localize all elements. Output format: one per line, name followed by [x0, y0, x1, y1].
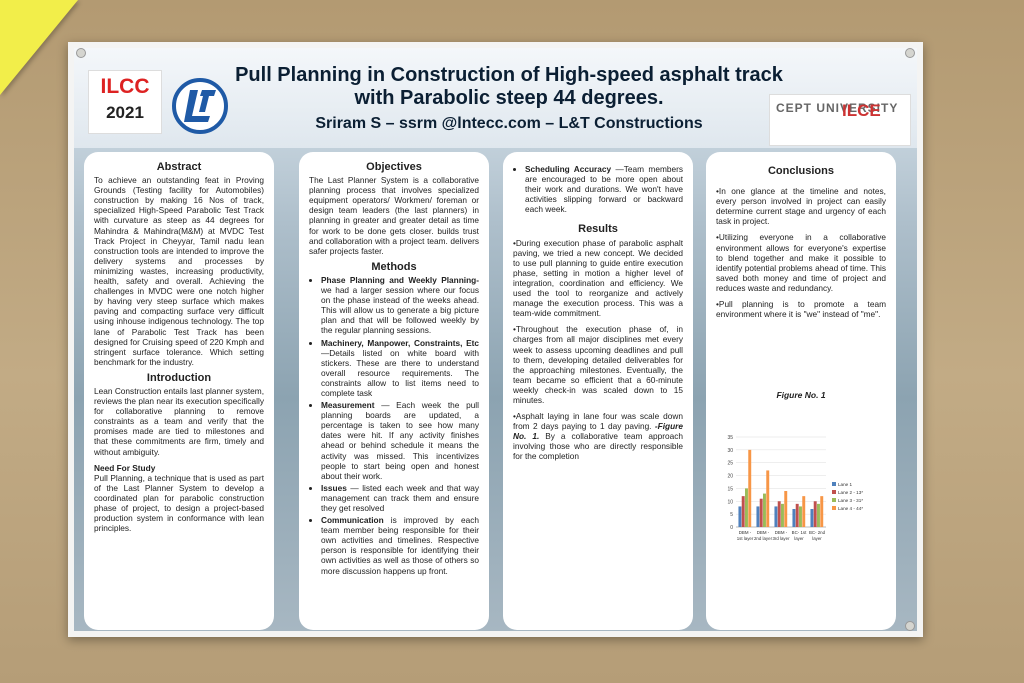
legend-label: Lane 1 [838, 482, 852, 487]
y-tick-label: 30 [727, 448, 733, 454]
y-tick-label: 15 [727, 486, 733, 492]
conclusion-2: •Utilizing everyone in a collaborative e… [716, 232, 886, 293]
scheduling-list: Scheduling Accuracy —Team members are en… [513, 164, 683, 214]
need-text: Pull Planning, a technique that is used … [94, 472, 264, 534]
panel-results: Scheduling Accuracy —Team members are en… [503, 152, 693, 630]
x-tick-label: BC- 2nd [809, 530, 826, 535]
bar [745, 488, 748, 527]
conclusion-3: •Pull planning is to promote a team envi… [716, 299, 886, 320]
x-tick-label: DBM - [739, 530, 752, 535]
bar [781, 503, 784, 527]
y-tick-label: 10 [727, 499, 733, 505]
legend-label: Lane 3 - 31* [838, 498, 863, 503]
y-tick-label: 5 [730, 512, 733, 518]
bar [813, 501, 817, 527]
legend-label: Lane 2 - 13* [838, 490, 863, 495]
legend-swatch [832, 490, 836, 494]
introduction-text: Lean Construction entails last planner s… [94, 385, 264, 457]
bar [748, 449, 752, 527]
method-item: Issues — listed each week and that way m… [321, 483, 479, 513]
x-tick-label: BC- 1st [792, 530, 807, 535]
bar [792, 509, 796, 527]
method-item: Phase Planning and Weekly Planning- we h… [321, 275, 479, 336]
panel-abstract: Abstract To achieve an outstanding feat … [84, 152, 274, 630]
need-heading: Need For Study [94, 462, 156, 473]
bar [766, 470, 770, 527]
abstract-text: To achieve an outstanding feat in Provin… [94, 175, 264, 367]
cept-text: CEPT UNIVERSITY [776, 101, 899, 115]
x-tick-label: layer [812, 536, 822, 541]
legend-swatch [832, 498, 836, 502]
poster-body: ILCC 2021 Pull Planning in Construction … [74, 48, 917, 631]
bar [759, 498, 763, 527]
x-tick-label: 1st layer [737, 536, 754, 541]
bar [741, 496, 745, 527]
objectives-heading: Objectives [366, 161, 422, 173]
bar [774, 506, 778, 527]
sticky-note [0, 0, 78, 95]
bar [763, 493, 766, 527]
scheduling-item: Scheduling Accuracy —Team members are en… [525, 164, 683, 214]
objectives-text: The Last Planner System is a collaborati… [309, 175, 479, 256]
results-text-2: •Throughout the execution phase of, in c… [513, 324, 683, 405]
introduction-heading: Introduction [146, 371, 212, 384]
pin-icon [76, 48, 86, 58]
conclusion-1: •In one glance at the timeline and notes… [716, 186, 886, 227]
pin-icon [905, 48, 915, 58]
x-tick-label: 3rd layer [772, 536, 790, 541]
method-item: Machinery, Manpower, Constraints, Etc —D… [321, 338, 479, 399]
pin-icon [905, 621, 915, 631]
x-tick-label: layer [794, 536, 804, 541]
methods-list: Phase Planning and Weekly Planning- we h… [309, 275, 479, 576]
bar [802, 496, 806, 527]
results-heading: Results [578, 223, 618, 236]
method-item: Communication is improved by each team m… [321, 515, 479, 576]
poster-title-block: Pull Planning in Construction of High-sp… [214, 64, 804, 133]
bar [817, 503, 820, 527]
bar [784, 491, 788, 527]
legend-swatch [832, 482, 836, 486]
legend-label: Lane 4 - 44* [838, 506, 863, 511]
results-text-1: •During execution phase of parabolic asp… [513, 237, 683, 319]
bar [810, 509, 814, 527]
conclusions-heading: Conclusions [767, 165, 834, 177]
cept-logo: CEPT UNIVERSITY ILCE [769, 94, 911, 146]
y-tick-label: 0 [730, 525, 733, 531]
y-tick-label: 20 [727, 474, 733, 480]
ilcc-year: 2021 [106, 103, 144, 122]
y-tick-label: 35 [727, 435, 733, 441]
x-tick-label: DBM - [757, 530, 770, 535]
x-tick-label: 2nd layer [754, 536, 773, 541]
lt-logo-icon [172, 78, 228, 134]
bar [777, 501, 781, 527]
ilce-text: ILCE [842, 101, 881, 120]
abstract-heading: Abstract [156, 161, 202, 173]
ilcc-logo: ILCC 2021 [88, 70, 162, 134]
bar [756, 506, 760, 527]
bar [799, 506, 802, 527]
method-item: Measurement — Each week the pull plannin… [321, 400, 479, 481]
bar [795, 503, 799, 527]
poster-authors: Sriram S – ssrm @lntecc.com – L&T Constr… [315, 115, 703, 132]
x-tick-label: DBM - [775, 530, 788, 535]
poster: ILCC 2021 Pull Planning in Construction … [68, 42, 923, 637]
y-tick-label: 25 [727, 461, 733, 467]
poster-title-line2: with Parabolic steep 44 degrees. [354, 87, 664, 109]
poster-header: ILCC 2021 Pull Planning in Construction … [74, 48, 917, 148]
bar [820, 496, 824, 527]
poster-title-line1: Pull Planning in Construction of High-sp… [235, 64, 783, 86]
legend-swatch [832, 506, 836, 510]
methods-heading: Methods [371, 260, 417, 273]
figure-caption: Figure No. 1 [776, 390, 826, 400]
ilcc-text: ILCC [100, 75, 150, 98]
panel-objectives: Objectives The Last Planner System is a … [299, 152, 489, 630]
results-text-3: •Asphalt laying in lane four was scale d… [513, 411, 683, 462]
panel-conclusions: Conclusions •In one glance at the timeli… [706, 152, 896, 630]
bar [738, 506, 742, 527]
